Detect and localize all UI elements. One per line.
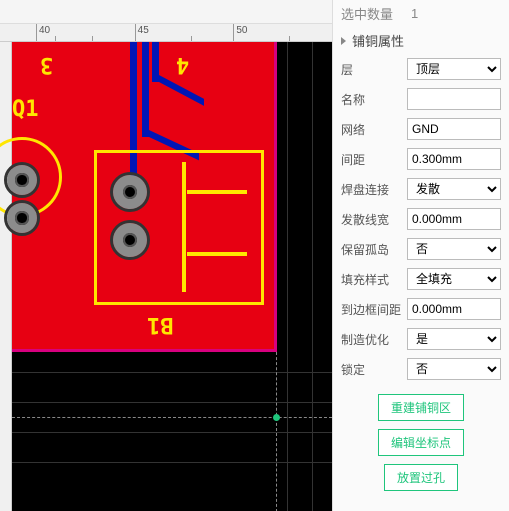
origin-marker[interactable] — [273, 414, 280, 421]
prop-fabopt: 制造优化 是 — [333, 324, 509, 354]
fabopt-select[interactable]: 是 — [407, 328, 501, 350]
prop-clearance: 间距 — [333, 144, 509, 174]
edgegap-input[interactable] — [407, 298, 501, 320]
locked-select[interactable]: 否 — [407, 358, 501, 380]
name-input[interactable] — [407, 88, 501, 110]
padconn-select[interactable]: 发散 — [407, 178, 501, 200]
prop-edgegap: 到边框间距 — [333, 294, 509, 324]
prop-name: 名称 — [333, 84, 509, 114]
guide-line-v — [276, 352, 277, 511]
net-input[interactable] — [407, 118, 501, 140]
selection-label: 选中数量 — [341, 4, 393, 23]
ruler-tick: 40 — [36, 24, 135, 41]
prop-fillstyle: 填充样式 全填充 — [333, 264, 509, 294]
ruler-horizontal: 40 45 50 — [0, 24, 332, 42]
selection-count: 1 — [411, 6, 418, 21]
pad[interactable] — [113, 175, 147, 209]
prop-locked: 锁定 否 — [333, 354, 509, 384]
selection-header: 选中数量 1 — [333, 0, 509, 27]
pcb-board[interactable]: 3 4 Q1 B1 — [12, 42, 277, 352]
ruler-vertical — [0, 42, 12, 511]
fillstyle-select[interactable]: 全填充 — [407, 268, 501, 290]
ruler-tick: 45 — [135, 24, 234, 41]
prop-padconn: 焊盘连接 发散 — [333, 174, 509, 204]
pad[interactable] — [113, 223, 147, 257]
guide-line-h — [12, 417, 332, 418]
properties-panel: 选中数量 1 铺铜属性 层 顶层 名称 网络 间距 焊盘连接 发散 发散线宽 保… — [332, 0, 509, 511]
pcb-canvas-panel: 40 45 50 3 4 Q1 B1 — [0, 0, 332, 511]
prop-layer: 层 顶层 — [333, 54, 509, 84]
pcb-viewport[interactable]: 3 4 Q1 B1 — [12, 42, 332, 511]
ruler-tick: 50 — [233, 24, 332, 41]
rebuild-copper-button[interactable]: 重建铺铜区 — [378, 394, 464, 421]
silk-designator: B1 — [147, 312, 174, 337]
silk-designator: 4 — [176, 52, 189, 77]
edit-points-button[interactable]: 编辑坐标点 — [378, 429, 464, 456]
silk-designator: Q1 — [12, 97, 39, 122]
place-via-button[interactable]: 放置过孔 — [384, 464, 458, 491]
prop-spokewidth: 发散线宽 — [333, 204, 509, 234]
silk-designator: 3 — [40, 52, 53, 77]
prop-island: 保留孤岛 否 — [333, 234, 509, 264]
canvas-toolbar — [0, 0, 332, 24]
spokewidth-input[interactable] — [407, 208, 501, 230]
clearance-input[interactable] — [407, 148, 501, 170]
pad[interactable] — [7, 203, 37, 233]
section-title: 铺铜属性 — [352, 31, 404, 50]
ruler-tick — [0, 24, 36, 41]
island-select[interactable]: 否 — [407, 238, 501, 260]
chevron-right-icon — [341, 37, 346, 45]
pad[interactable] — [7, 165, 37, 195]
prop-net: 网络 — [333, 114, 509, 144]
action-buttons: 重建铺铜区 编辑坐标点 放置过孔 — [333, 384, 509, 501]
layer-select[interactable]: 顶层 — [407, 58, 501, 80]
section-header[interactable]: 铺铜属性 — [333, 27, 509, 54]
